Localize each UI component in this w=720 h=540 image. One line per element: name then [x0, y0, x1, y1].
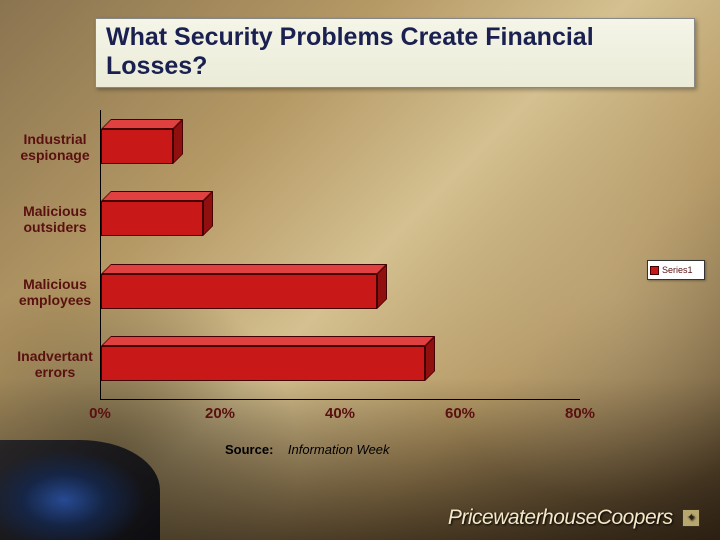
- brand-icon: ✦: [682, 509, 700, 527]
- corner-decorative-image: [0, 440, 160, 540]
- source-citation: Source: Information Week: [225, 442, 390, 457]
- title-container: What Security Problems Create Financial …: [95, 18, 695, 88]
- x-axis-labels: 0%20%40%60%80%: [100, 405, 580, 430]
- x-axis-label: 80%: [565, 405, 595, 422]
- plot-area: [100, 110, 580, 400]
- y-axis-label: Malicious employees: [10, 276, 100, 308]
- y-axis-label: Industrial espionage: [10, 131, 100, 163]
- x-axis-label: 0%: [89, 405, 111, 422]
- y-axis-label: Inadvertant errors: [10, 348, 100, 380]
- chart-area: Industrial espionageMalicious outsidersM…: [100, 110, 670, 430]
- slide-title: What Security Problems Create Financial …: [106, 23, 684, 81]
- footer-brand: PricewaterhouseCoopers ✦: [448, 506, 700, 530]
- legend: Series1: [647, 260, 705, 280]
- brand-text: PricewaterhouseCoopers: [448, 506, 673, 529]
- source-publication: Information Week: [288, 442, 390, 457]
- y-axis-labels: Industrial espionage Malicious outsiders M…: [10, 110, 100, 430]
- y-axis-label: Malicious outsiders: [10, 203, 100, 235]
- legend-label: Series1: [662, 265, 693, 275]
- x-axis-label: 40%: [325, 405, 355, 422]
- x-axis-label: 60%: [445, 405, 475, 422]
- source-label: Source:: [225, 442, 273, 457]
- legend-swatch: [650, 266, 659, 275]
- x-axis-label: 20%: [205, 405, 235, 422]
